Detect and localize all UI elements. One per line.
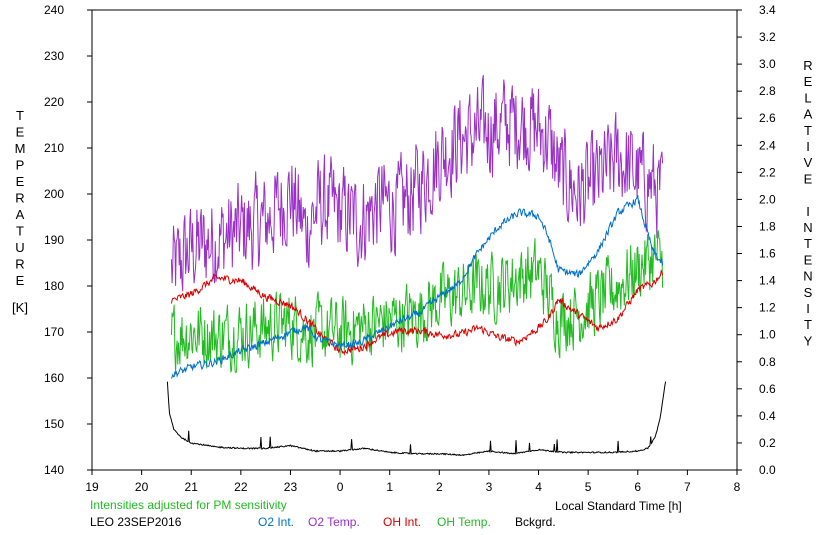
right-axis-label-letter: R: [803, 58, 812, 73]
x-axis-label: Local Standard Time [h]: [555, 499, 682, 513]
legend-o2-int: O2 Int.: [258, 515, 294, 529]
left-axis-label-letter: M: [15, 141, 26, 156]
left-axis-label-letter: A: [16, 207, 25, 222]
right-tick-label: 3.4: [759, 3, 776, 17]
left-tick-label: 180: [44, 279, 64, 293]
left-axis-label-letter: U: [15, 240, 24, 255]
left-tick-label: 140: [44, 463, 64, 477]
x-tick-label: 21: [185, 480, 199, 494]
x-axis-ticks: 19 20 21 22 23 0 1 2 3 4 5 6 7 8: [85, 470, 741, 494]
left-axis-label-letter: E: [16, 273, 25, 288]
x-tick-label: 22: [234, 480, 248, 494]
x-tick-label: 8: [734, 480, 741, 494]
series-layer: [166, 75, 667, 457]
right-axis-label-letter: N: [803, 220, 812, 235]
left-tick-label: 240: [44, 3, 64, 17]
right-tick-label: 1.6: [759, 247, 776, 261]
left-axis-label-letter: T: [16, 108, 24, 123]
right-tick-label: 2.6: [759, 111, 776, 125]
x-tick-label: 7: [684, 480, 691, 494]
right-axis-label-letter: N: [803, 269, 812, 284]
right-tick-label: 2.8: [759, 84, 776, 98]
plot-frame: [91, 9, 738, 471]
left-tick-label: 200: [44, 187, 64, 201]
x-tick-label: 23: [284, 480, 298, 494]
right-axis-label-letter: V: [804, 155, 813, 170]
right-axis-label-letter: Y: [804, 333, 813, 348]
right-tick-label: 1.8: [759, 219, 776, 233]
right-tick-label: 0.0: [759, 463, 776, 477]
right-axis-label-letter: I: [806, 204, 810, 219]
x-tick-label: 6: [634, 480, 641, 494]
left-tick-label: 170: [44, 325, 64, 339]
station-label: LEO 23SEP2016: [90, 515, 182, 529]
right-tick-label: 2.0: [759, 192, 776, 206]
left-tick-label: 210: [44, 141, 64, 155]
left-axis-label-letter: R: [15, 257, 24, 272]
legend-oh-temp: OH Temp.: [437, 515, 491, 529]
sensitivity-note: Intensities adjusted for PM sensitivity: [90, 498, 287, 512]
left-axis-label-letter: T: [16, 224, 24, 239]
right-axis-label-letter: I: [806, 139, 810, 154]
legend-oh-int: OH Int.: [383, 515, 421, 529]
left-axis-label-letter: R: [15, 191, 24, 206]
legend-o2-temp: O2 Temp.: [308, 515, 360, 529]
right-axis-ticks: 0.0 0.2 0.4 0.6 0.8 1.0 1.2 1.4 1.6 1.8 2.0 2.2 2.4 2…: [737, 3, 776, 477]
x-tick-label: 20: [135, 480, 149, 494]
right-tick-label: 1.4: [759, 274, 776, 288]
x-tick-label: 0: [337, 480, 344, 494]
right-axis-label-letter: E: [804, 252, 813, 267]
x-tick-label: 2: [436, 480, 443, 494]
left-tick-label: 190: [44, 233, 64, 247]
right-axis-label-letter: A: [804, 107, 813, 122]
left-axis-unit: [K]: [12, 300, 28, 315]
x-tick-label: 1: [386, 480, 393, 494]
right-tick-label: 2.2: [759, 165, 776, 179]
right-tick-label: 0.6: [759, 382, 776, 396]
series-line-ohtemp: [170, 230, 664, 374]
series-line-o2temp: [170, 75, 664, 292]
series-line-ohint: [170, 269, 664, 356]
right-tick-label: 1.0: [759, 328, 776, 342]
left-tick-label: 150: [44, 417, 64, 431]
right-tick-label: 3.2: [759, 30, 776, 44]
right-axis-label-letter: T: [804, 317, 812, 332]
right-tick-label: 1.2: [759, 301, 776, 315]
x-tick-label: 4: [535, 480, 542, 494]
right-tick-label: 3.0: [759, 57, 776, 71]
legend-background: Bckgrd.: [515, 515, 556, 529]
right-axis-label-letter: S: [804, 285, 813, 300]
left-axis-label-letter: E: [16, 125, 25, 140]
left-axis-label-letter: P: [16, 158, 25, 173]
right-tick-label: 2.4: [759, 138, 776, 152]
right-axis-label-letter: L: [804, 90, 811, 105]
right-tick-label: 0.4: [759, 409, 776, 423]
left-axis-ticks: 140 150 160 170 180 190 200 210 220 230 240: [44, 3, 92, 477]
x-tick-label: 3: [486, 480, 493, 494]
left-tick-label: 230: [44, 49, 64, 63]
series-line-bkg: [166, 381, 667, 457]
right-tick-label: 0.8: [759, 355, 776, 369]
left-tick-label: 220: [44, 95, 64, 109]
left-axis-label-letter: E: [16, 174, 25, 189]
series-line-o2int: [170, 195, 664, 379]
x-tick-label: 19: [85, 480, 99, 494]
right-axis-label-letter: T: [804, 123, 812, 138]
right-axis-label-letter: E: [804, 74, 813, 89]
right-axis-label-letter: I: [806, 301, 810, 316]
left-tick-label: 160: [44, 371, 64, 385]
right-axis-label-letter: E: [804, 171, 813, 186]
x-tick-label: 5: [585, 480, 592, 494]
right-axis-label-letter: T: [804, 236, 812, 251]
right-tick-label: 0.2: [759, 436, 776, 450]
